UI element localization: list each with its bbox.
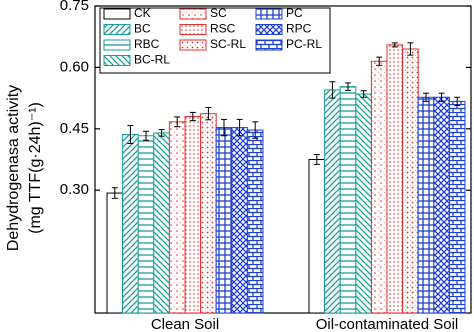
bar bbox=[215, 127, 233, 314]
bar bbox=[137, 135, 155, 314]
legend-swatch bbox=[179, 24, 207, 35]
bar bbox=[355, 93, 372, 314]
error-bar bbox=[236, 118, 243, 137]
legend-swatch bbox=[255, 8, 283, 20]
error-bar bbox=[345, 82, 351, 91]
legend-frame bbox=[99, 7, 331, 74]
bar bbox=[433, 96, 450, 314]
y-tick-label: 0.30 bbox=[60, 181, 89, 198]
bar bbox=[200, 113, 217, 314]
legend-label: PC-RL bbox=[286, 37, 322, 51]
bar bbox=[153, 132, 170, 314]
legend-label: SC-RL bbox=[210, 37, 246, 51]
bar bbox=[106, 192, 124, 314]
legend-label: PC bbox=[286, 6, 303, 20]
legend-label: RPC bbox=[286, 22, 312, 36]
error-bar bbox=[158, 129, 165, 137]
bar bbox=[324, 89, 341, 314]
legend-swatch bbox=[179, 39, 207, 51]
bar bbox=[231, 127, 248, 314]
error-bar bbox=[189, 111, 196, 122]
error-bar bbox=[376, 56, 383, 66]
bar bbox=[184, 116, 202, 314]
error-bar bbox=[329, 81, 336, 99]
error-bar bbox=[111, 187, 118, 199]
y-tick-label: 0.45 bbox=[60, 120, 89, 137]
bar bbox=[246, 129, 264, 314]
bar bbox=[402, 48, 419, 314]
legend-swatch bbox=[103, 24, 131, 35]
error-bar bbox=[221, 118, 227, 137]
legend-swatch bbox=[255, 39, 283, 51]
y-tick-label: 0.75 bbox=[60, 0, 89, 14]
error-bar bbox=[174, 116, 181, 128]
x-tick-label: Oil-contaminated Soil bbox=[316, 316, 459, 332]
bar bbox=[339, 86, 357, 314]
legend-swatch bbox=[255, 24, 283, 35]
error-bar bbox=[252, 121, 259, 139]
legend-swatch bbox=[103, 39, 131, 51]
x-tick-label: Clean Soil bbox=[151, 316, 219, 332]
legend-swatch bbox=[103, 55, 131, 66]
error-bar bbox=[143, 130, 149, 141]
error-bar bbox=[454, 96, 461, 106]
error-bar bbox=[127, 125, 134, 145]
legend-swatch bbox=[179, 8, 207, 20]
bar bbox=[122, 134, 139, 314]
legend-label: SC bbox=[210, 6, 227, 20]
error-bar bbox=[205, 107, 212, 121]
legend-swatch bbox=[103, 8, 131, 20]
bar bbox=[308, 159, 326, 314]
legend-label: RBC bbox=[134, 37, 160, 51]
y-axis-label: (mg TTF(g·24h)⁻¹) bbox=[27, 102, 44, 234]
bar bbox=[370, 60, 388, 314]
y-tick-label: 0.60 bbox=[60, 58, 89, 75]
error-bar bbox=[313, 154, 320, 165]
plot-frame bbox=[94, 5, 472, 314]
error-bar bbox=[391, 42, 398, 48]
error-bar bbox=[438, 92, 445, 102]
legend-label: BC bbox=[134, 22, 151, 36]
y-axis-label: Dehydrogenasa activity bbox=[5, 85, 22, 251]
bar bbox=[448, 100, 466, 314]
legend-label: CK bbox=[134, 6, 151, 20]
legend-label: BC-RL bbox=[134, 53, 170, 67]
legend-label: RSC bbox=[210, 22, 236, 36]
error-bar bbox=[360, 90, 367, 98]
bar bbox=[386, 44, 404, 314]
bar bbox=[168, 121, 186, 314]
bar bbox=[417, 96, 435, 314]
error-bar bbox=[407, 42, 414, 56]
error-bar bbox=[423, 92, 429, 102]
